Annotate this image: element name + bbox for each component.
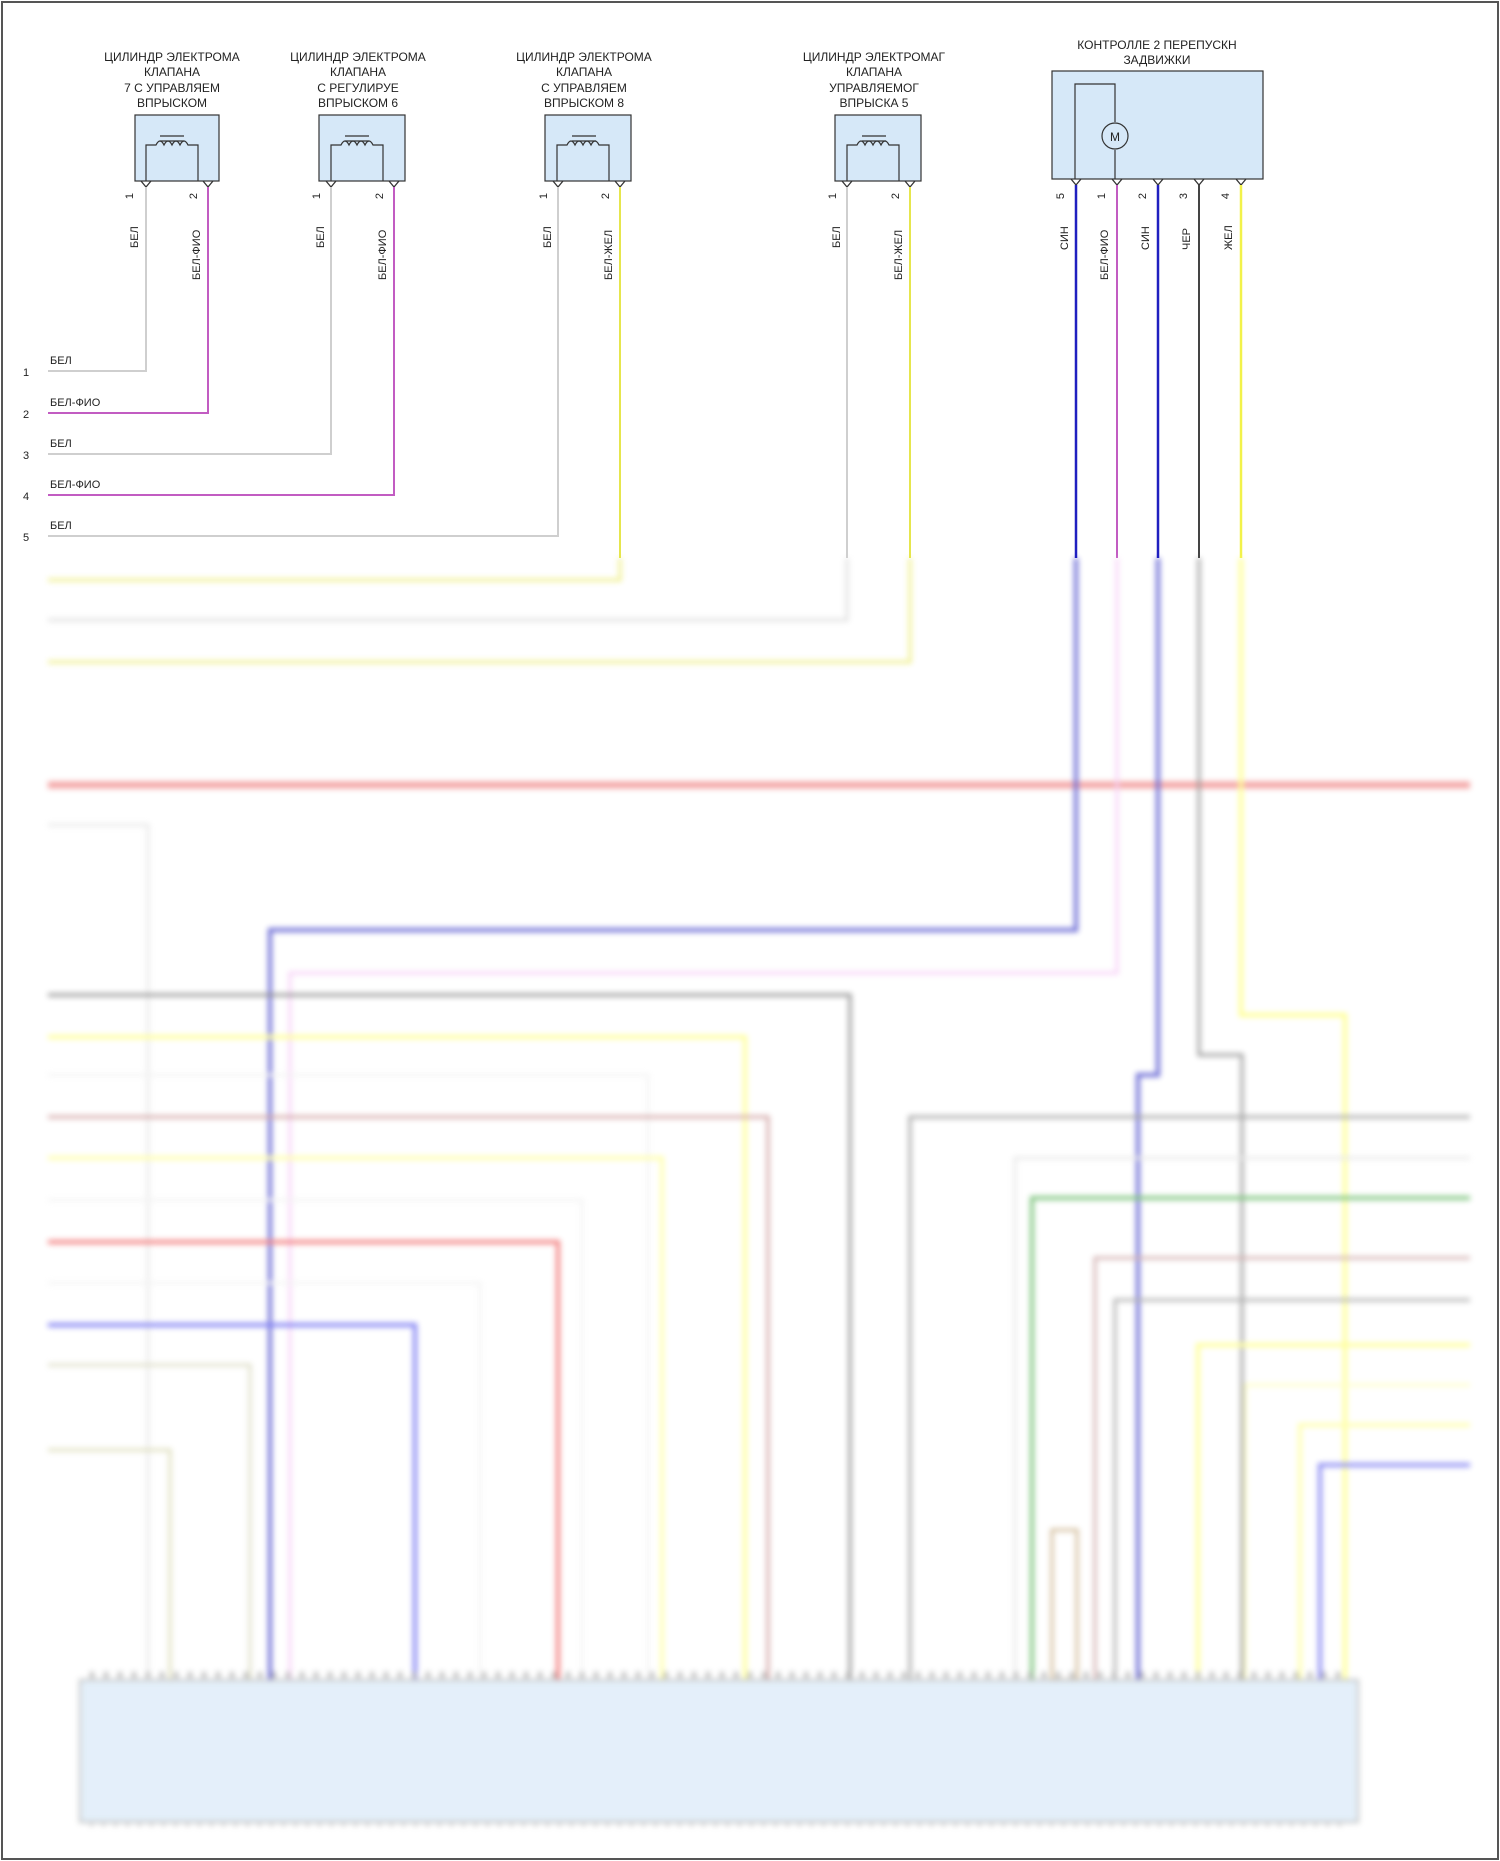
pin-number: 2 — [1137, 193, 1149, 199]
wire-color-label: БЕЛ-ФИО — [191, 229, 203, 280]
solenoid-icon — [846, 135, 900, 181]
component-injector-7: ЦИЛИНДР ЭЛЕКТРОМА КЛАПАНА 7 С УПРАВЛЯЕМ … — [104, 50, 240, 280]
pin-number: 2 — [374, 193, 386, 199]
row-number: 4 — [23, 491, 29, 503]
component-title-line: ВПРЫСКОМ 8 — [544, 96, 624, 110]
wire-bel-fio — [48, 187, 395, 496]
pin-number: 4 — [1220, 193, 1232, 199]
wire-color-label: ЖЕЛ — [1223, 225, 1235, 250]
component-title-line: ЦИЛИНДР ЭЛЕКТРОМА — [290, 50, 426, 64]
wire-color-label: БЕЛ — [315, 226, 327, 248]
component-title-line: ВПРЫСКОМ — [137, 96, 207, 110]
component-title-line: КОНТРОЛЛЕ 2 ПЕРЕПУСКН — [1077, 38, 1236, 52]
row-label: БЕЛ-ФИО — [50, 397, 101, 409]
wire-bel — [48, 187, 147, 372]
controller-internal-wire — [1074, 83, 1116, 179]
row-label: БЕЛ — [50, 355, 72, 367]
row-number: 3 — [23, 450, 29, 462]
wires-top — [48, 185, 1243, 558]
wire-color-label: БЕЛ-ЖЕЛ — [603, 230, 615, 280]
wire-color-label: БЕЛ — [831, 226, 843, 248]
component-title-line: ЗАДВИЖКИ — [1123, 53, 1190, 67]
solenoid-icon — [145, 135, 199, 181]
wire-bel — [48, 187, 559, 537]
pin-number: 1 — [538, 193, 550, 199]
component-title-line: С УПРАВЛЯЕМ — [541, 81, 627, 95]
row-label: БЕЛ-ФИО — [50, 479, 101, 491]
row-number: 1 — [23, 367, 29, 379]
component-title-line: ЦИЛИНДР ЭЛЕКТРОМА — [516, 50, 652, 64]
pin-number: 1 — [1096, 193, 1108, 199]
pin-number: 1 — [827, 193, 839, 199]
solenoid-icon — [556, 135, 610, 181]
pin-number: 5 — [1055, 193, 1067, 199]
wire-bel-fio — [48, 187, 209, 414]
motor-icon — [1101, 122, 1129, 150]
component-title-line: КЛАПАНА — [144, 65, 200, 79]
component-injector-6: ЦИЛИНДР ЭЛЕКТРОМА КЛАПАНА С РЕГУЛИРУЕ ВП… — [290, 50, 426, 280]
component-title-line: УПРАВЛЯЕМОГ — [829, 81, 919, 95]
component-title-line: ВПРЫСКОМ 6 — [318, 96, 398, 110]
component-title-line: КЛАПАНА — [330, 65, 386, 79]
wire-color-label: БЕЛ-ФИО — [377, 229, 389, 280]
component-injector-5: ЦИЛИНДР ЭЛЕКТРОМАГ КЛАПАНА УПРАВЛЯЕМОГ В… — [803, 50, 946, 280]
pin-number: 1 — [124, 193, 136, 199]
row-label: БЕЛ — [50, 520, 72, 532]
wire-bel — [48, 187, 332, 455]
component-title-line: КЛАПАНА — [846, 65, 902, 79]
wire-color-label: СИН — [1059, 226, 1071, 250]
solenoid-icon — [330, 135, 384, 181]
wire-color-label: БЕЛ — [542, 226, 554, 248]
obscured-lower-diagram — [48, 558, 1470, 1827]
component-injector-8: ЦИЛИНДР ЭЛЕКТРОМА КЛАПАНА С УПРАВЛЯЕМ ВП… — [516, 50, 652, 280]
pin-connectors — [140, 178, 1247, 189]
pin-number: 3 — [1178, 193, 1190, 199]
pin-number: 1 — [311, 193, 323, 199]
wire-color-label: СИН — [1140, 226, 1152, 250]
motor-symbol: M — [1110, 130, 1120, 144]
left-row-labels: 1 БЕЛ 2 БЕЛ-ФИО 3 БЕЛ 4 БЕЛ-ФИО 5 БЕЛ — [23, 355, 101, 544]
component-box — [1051, 70, 1264, 180]
row-number: 2 — [23, 409, 29, 421]
pin-number: 2 — [600, 193, 612, 199]
component-box — [544, 114, 632, 182]
wire-color-label: ЧЕР — [1181, 228, 1193, 250]
component-box — [834, 114, 922, 182]
pin-number: 2 — [188, 193, 200, 199]
component-title-line: ВПРЫСКА 5 — [840, 96, 909, 110]
row-label: БЕЛ — [50, 438, 72, 450]
component-title-line: 7 С УПРАВЛЯЕМ — [124, 81, 220, 95]
wire-color-label: БЕЛ-ФИО — [1099, 229, 1111, 280]
wire-color-label: БЕЛ-ЖЕЛ — [893, 230, 905, 280]
component-box — [318, 114, 406, 182]
pin-number: 2 — [890, 193, 902, 199]
wire-color-label: БЕЛ — [129, 226, 141, 248]
component-box — [134, 114, 220, 182]
component-bypass-valve-controller: КОНТРОЛЛЕ 2 ПЕРЕПУСКН ЗАДВИЖКИ M 5 1 2 3… — [1051, 38, 1264, 280]
component-title-line: С РЕГУЛИРУЕ — [317, 81, 399, 95]
row-number: 5 — [23, 532, 29, 544]
component-title-line: КЛАПАНА — [556, 65, 612, 79]
component-title-line: ЦИЛИНДР ЭЛЕКТРОМА — [104, 50, 240, 64]
component-title-line: ЦИЛИНДР ЭЛЕКТРОМАГ — [803, 50, 946, 64]
